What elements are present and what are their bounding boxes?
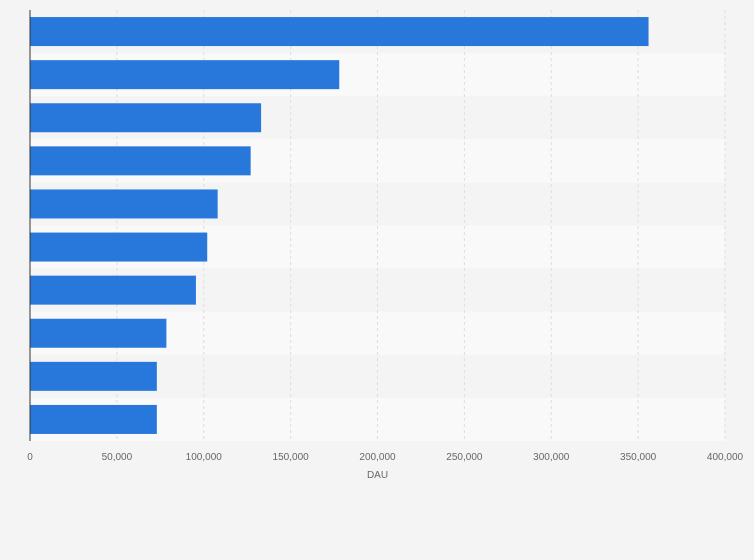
bar[interactable] <box>30 189 218 219</box>
x-tick-label: 200,000 <box>359 452 396 463</box>
bar[interactable] <box>30 275 196 305</box>
x-tick-label: 300,000 <box>533 452 570 463</box>
x-tick-label: 50,000 <box>102 452 133 463</box>
bar[interactable] <box>30 232 208 262</box>
x-tick-label: 100,000 <box>186 452 223 463</box>
x-tick-label: 350,000 <box>620 452 657 463</box>
bar[interactable] <box>30 404 157 434</box>
x-tick-label: 250,000 <box>446 452 483 463</box>
bar[interactable] <box>30 17 649 47</box>
bar[interactable] <box>30 146 251 176</box>
x-axis-title: DAU <box>367 470 388 481</box>
x-axis-ticks: 0 50,000 100,000 150,000 200,000 250,000 300,0… <box>27 452 743 463</box>
x-tick-label: 0 <box>27 452 33 463</box>
x-tick-label: 400,000 <box>707 452 744 463</box>
bar[interactable] <box>30 103 262 133</box>
bars <box>30 17 649 434</box>
bar[interactable] <box>30 318 167 348</box>
x-tick-label: 150,000 <box>273 452 310 463</box>
bar[interactable] <box>30 60 340 90</box>
bar[interactable] <box>30 361 157 391</box>
